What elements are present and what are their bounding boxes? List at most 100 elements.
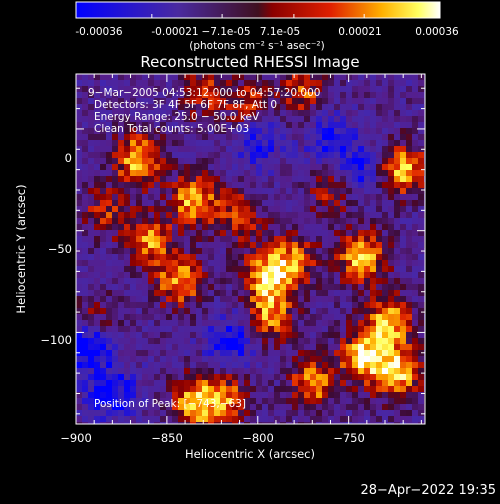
heatmap-cell [418, 380, 425, 387]
heatmap-cell [334, 230, 341, 237]
heatmap-cell [100, 116, 107, 123]
heatmap-cell [376, 164, 383, 171]
heatmap-cell [280, 404, 287, 411]
heatmap-cell [262, 422, 269, 424]
heatmap-cell [184, 356, 191, 363]
heatmap-cell [136, 308, 143, 315]
heatmap-cell [118, 254, 125, 261]
heatmap-cell [178, 230, 185, 237]
heatmap-cell [352, 164, 359, 171]
heatmap-cell [322, 326, 329, 333]
heatmap-cell [148, 398, 155, 405]
heatmap-cell [274, 422, 281, 424]
heatmap-cell [244, 260, 251, 267]
heatmap-cell [382, 290, 389, 297]
heatmap-cell [178, 212, 185, 219]
heatmap-cell [154, 86, 161, 93]
heatmap-cell [298, 266, 305, 273]
heatmap-cell [178, 98, 185, 105]
heatmap-cell [418, 128, 425, 135]
heatmap-cell [196, 206, 203, 213]
heatmap-cell [340, 86, 347, 93]
heatmap-cell [124, 128, 131, 135]
heatmap-cell [292, 110, 299, 117]
heatmap-cell [268, 110, 275, 117]
heatmap-cell [82, 422, 89, 424]
heatmap-cell [406, 296, 413, 303]
heatmap-cell [154, 398, 161, 405]
heatmap-cell [364, 98, 371, 105]
footer-timestamp: 28−Apr−2022 19:35 [361, 483, 497, 498]
heatmap-cell [298, 206, 305, 213]
heatmap-cell [226, 182, 233, 189]
heatmap-cell [358, 176, 365, 183]
heatmap-cell [124, 146, 131, 153]
x-tick-label: −800 [242, 431, 274, 445]
heatmap-cell [418, 320, 425, 327]
heatmap-cell [106, 248, 113, 255]
heatmap-cell [298, 146, 305, 153]
heatmap-cell [346, 296, 353, 303]
heatmap-cell [172, 188, 179, 195]
heatmap-cell [196, 248, 203, 255]
heatmap-cell [154, 326, 161, 333]
heatmap-cell [160, 284, 167, 291]
heatmap-cell [196, 338, 203, 345]
heatmap-cell [352, 206, 359, 213]
heatmap-cell [220, 224, 227, 231]
heatmap-cell [346, 146, 353, 153]
heatmap-cell [394, 404, 401, 411]
heatmap-cell [334, 422, 341, 424]
heatmap-cell [274, 182, 281, 189]
heatmap-cell [262, 134, 269, 141]
heatmap-cell [142, 254, 149, 261]
heatmap-cell [106, 320, 113, 327]
heatmap-cell [232, 266, 239, 273]
heatmap-cell [274, 110, 281, 117]
heatmap-cell [142, 92, 149, 99]
heatmap-cell [334, 200, 341, 207]
heatmap-cell [364, 116, 371, 123]
heatmap-cell [328, 254, 335, 261]
heatmap-cell [148, 158, 155, 165]
heatmap-cell [160, 188, 167, 195]
heatmap-cell [226, 254, 233, 261]
heatmap-cell [172, 368, 179, 375]
heatmap-cell [334, 278, 341, 285]
heatmap-cell [178, 362, 185, 369]
heatmap-cell [208, 218, 215, 225]
heatmap-cell [268, 326, 275, 333]
heatmap-cell [100, 158, 107, 165]
heatmap-cell [190, 380, 197, 387]
heatmap-cell [352, 176, 359, 183]
heatmap-cell [286, 380, 293, 387]
heatmap-cell [304, 320, 311, 327]
heatmap-cell [196, 170, 203, 177]
heatmap-cell [280, 242, 287, 249]
heatmap-cell [328, 416, 335, 423]
heatmap-cell [160, 116, 167, 123]
heatmap-cell [154, 206, 161, 213]
heatmap-cell [280, 356, 287, 363]
heatmap-cell [184, 104, 191, 111]
heatmap-cell [82, 152, 89, 159]
heatmap-cell [154, 314, 161, 321]
heatmap-cell [346, 230, 353, 237]
heatmap-cell [400, 212, 407, 219]
heatmap-cell [244, 338, 251, 345]
heatmap-cell [262, 350, 269, 357]
heatmap-cell [298, 104, 305, 111]
heatmap-cell [256, 200, 263, 207]
heatmap-cell [358, 128, 365, 135]
heatmap-cell [352, 242, 359, 249]
heatmap-cell [406, 338, 413, 345]
heatmap-cell [388, 128, 395, 135]
heatmap-cell [94, 122, 101, 129]
heatmap-cell [262, 74, 269, 81]
heatmap-cell [196, 314, 203, 321]
heatmap-cell [412, 356, 419, 363]
heatmap-cell [238, 212, 245, 219]
heatmap-cell [364, 206, 371, 213]
heatmap-cell [274, 92, 281, 99]
heatmap-cell [382, 248, 389, 255]
